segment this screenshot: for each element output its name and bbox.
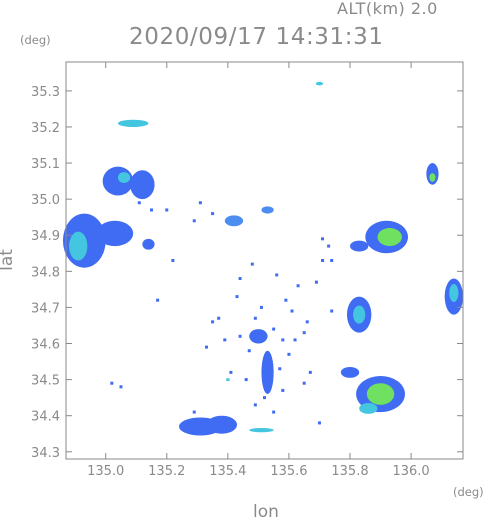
echo-cell-12 [206,415,238,434]
echo-speck-16 [287,352,291,356]
echo-speck-28 [272,410,276,414]
y-tick-label: 34.7 [31,301,60,316]
echo-speck-2 [211,212,215,216]
echo-speck-31 [330,309,334,313]
y-tick-label: 34.4 [31,410,60,425]
echo-speck-12 [253,316,257,320]
echo-cell-10 [315,81,324,86]
echo-cell-26 [429,173,436,182]
altitude-label: ALT(km) 2.0 [337,0,438,18]
echo-speck-33 [171,259,175,262]
echo-layer [62,81,464,436]
y-tick-label: 35.0 [31,193,60,208]
echo-speck-17 [293,338,297,342]
echo-speck-7 [235,295,239,299]
y-tick-label: 34.9 [31,229,60,244]
echo-speck-18 [302,331,306,335]
echo-speck-37 [119,385,123,389]
echo-speck-10 [204,345,208,349]
y-tick-label: 34.3 [31,446,60,461]
chart-title-datetime: 2020/09/17 14:31:31 [129,24,384,50]
echo-speck-0 [165,208,169,212]
echo-speck-35 [137,201,141,205]
echo-speck-21 [321,259,325,262]
echo-cell-19 [340,366,360,378]
echo-speck-26 [281,388,285,392]
x-tick-label: 135.0 [87,464,124,479]
echo-speck-1 [192,219,196,223]
echo-cell-15 [249,329,268,344]
echo-speck-40 [290,309,294,313]
axis-ticks: 135.0 135.2 135.4 135.6 135.8 136.0 34.3 34.4 34… [31,62,463,479]
echo-speck-8 [238,334,242,338]
echo-speck-43 [217,316,221,320]
echo-cell-28 [449,283,459,303]
x-tick-label: 135.4 [209,464,246,479]
echo-cell-5 [117,172,131,183]
echo-speck-9 [223,338,227,342]
echo-speck-20 [314,280,318,284]
echo-speck-41 [296,284,300,288]
echo-speck-19 [305,320,309,324]
x-tick-label: 135.8 [331,464,368,479]
echo-cell-8 [224,215,244,227]
echo-cell-3 [102,166,134,196]
echo-speck-15 [281,338,285,342]
echo-speck-23 [330,259,334,262]
y-tick-label: 35.3 [31,85,60,100]
echo-speck-25 [308,370,312,374]
y-tick-label: 34.6 [31,338,60,353]
echo-cell-14 [261,350,274,395]
echo-speck-42 [192,410,196,414]
y-tick-label: 34.8 [31,265,60,280]
x-axis-unit: (deg) [453,485,484,499]
echo-speck-14 [272,327,276,331]
echo-cell-17 [366,383,395,405]
echo-speck-22 [327,244,331,248]
echo-cell-7 [117,119,149,127]
x-tick-label: 136.0 [392,464,429,479]
x-axis-label: lon [253,502,279,522]
echo-cell-18 [359,403,378,414]
echo-cell-29 [226,378,230,382]
echo-speck-45 [244,378,248,382]
echo-speck-6 [211,320,215,324]
echo-cell-21 [353,305,366,324]
echo-cell-9 [261,206,274,214]
x-tick-label: 135.2 [148,464,185,479]
y-axis-label: lat [0,249,17,271]
echo-speck-30 [321,237,325,241]
echo-speck-36 [110,381,114,385]
y-axis-unit: (deg) [20,33,51,47]
echo-speck-24 [302,381,306,385]
echo-speck-38 [238,277,242,281]
echo-speck-3 [198,201,202,205]
echo-speck-13 [259,305,263,309]
echo-speck-27 [253,403,257,407]
echo-speck-34 [150,208,154,212]
echo-speck-29 [317,421,321,425]
echo-cell-1 [69,231,88,261]
echo-speck-39 [284,298,288,302]
echo-speck-4 [275,273,279,277]
echo-speck-5 [250,262,254,266]
x-tick-label: 135.6 [270,464,307,479]
echo-speck-32 [156,298,160,302]
echo-cell-6 [142,238,155,250]
echo-cell-13 [249,427,274,433]
plot-frame [65,61,464,460]
y-tick-label: 34.5 [31,374,60,389]
echo-speck-46 [263,396,266,400]
echo-cell-23 [377,228,402,247]
echo-speck-47 [278,367,282,371]
echo-cell-24 [350,240,369,252]
echo-speck-11 [247,349,251,353]
echo-cell-4 [130,170,155,200]
y-tick-label: 35.1 [31,157,60,172]
echo-speck-44 [229,370,233,374]
echo-cell-2 [96,220,134,247]
y-tick-label: 35.2 [31,121,60,136]
